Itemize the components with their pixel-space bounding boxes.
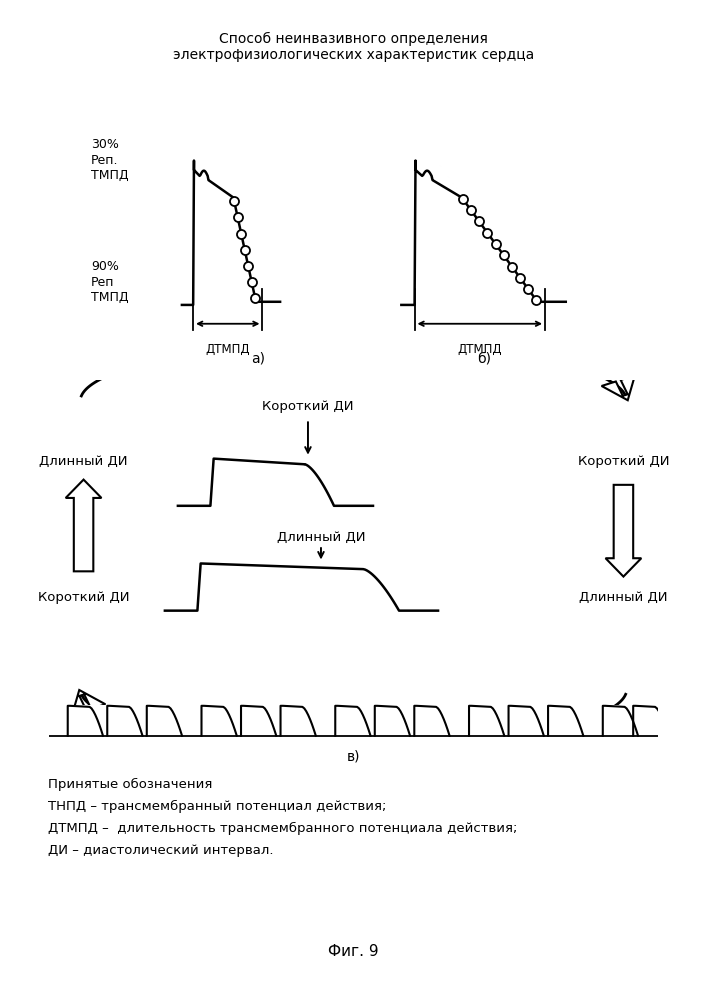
Text: ТНПД – трансмембранный потенциал действия;: ТНПД – трансмембранный потенциал действи… — [48, 800, 387, 813]
Text: Короткий ДИ: Короткий ДИ — [262, 400, 354, 413]
Text: 30%
Реп.
ТМПД: 30% Реп. ТМПД — [90, 138, 129, 182]
Text: Фиг. 9: Фиг. 9 — [328, 944, 379, 960]
Text: Короткий ДИ: Короткий ДИ — [37, 591, 129, 604]
Text: ДТМПД: ДТМПД — [206, 343, 250, 356]
Text: Принятые обозначения: Принятые обозначения — [48, 778, 212, 791]
Text: ДИ – диастолический интервал.: ДИ – диастолический интервал. — [48, 844, 274, 857]
Text: Длинный ДИ: Длинный ДИ — [40, 455, 128, 468]
FancyArrow shape — [602, 375, 635, 400]
Text: Способ неинвазивного определения
электрофизиологических характеристик сердца: Способ неинвазивного определения электро… — [173, 32, 534, 62]
Text: ДТМПД: ДТМПД — [457, 343, 502, 356]
Text: 90%
Реп
ТМПД: 90% Реп ТМПД — [90, 260, 129, 304]
Text: Длинный ДИ: Длинный ДИ — [276, 531, 366, 544]
Text: б): б) — [477, 352, 491, 366]
Text: Длинный ДИ: Длинный ДИ — [579, 591, 667, 604]
FancyArrow shape — [72, 690, 105, 715]
Text: ДТМПД –  длительность трансмембранного потенциала действия;: ДТМПД – длительность трансмембранного по… — [48, 822, 518, 835]
FancyArrow shape — [66, 480, 102, 571]
Text: в): в) — [346, 750, 361, 764]
Text: а): а) — [251, 352, 265, 366]
Text: Короткий ДИ: Короткий ДИ — [578, 455, 670, 468]
FancyArrow shape — [606, 485, 641, 577]
